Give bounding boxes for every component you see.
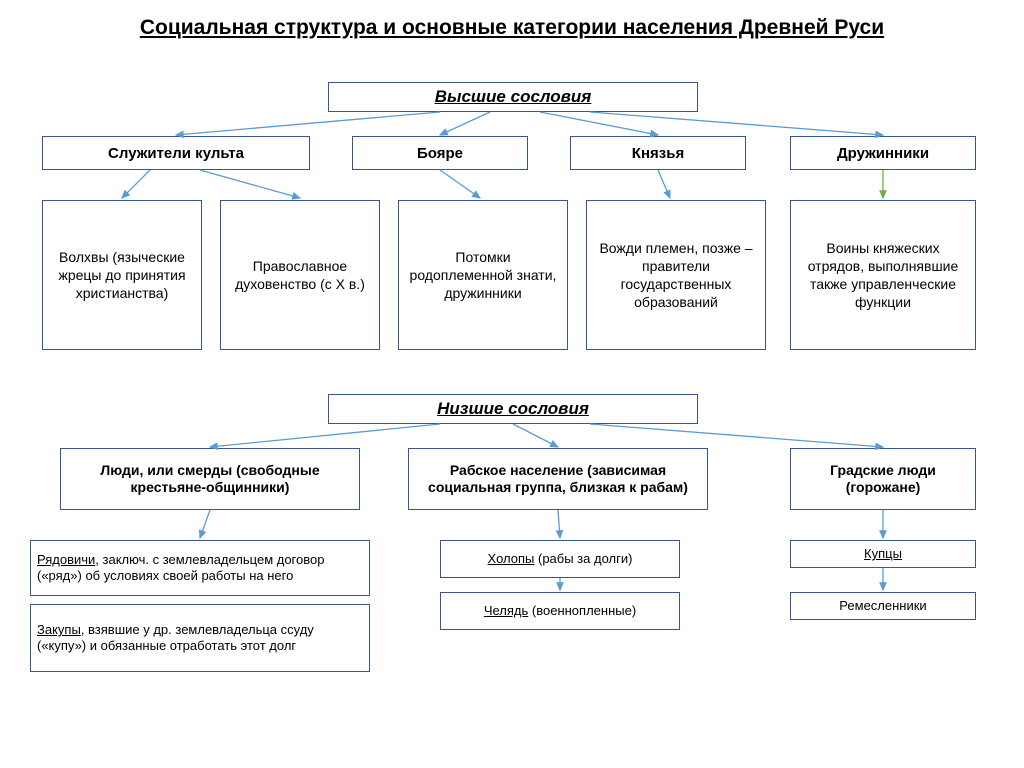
cat-rabskoe-text: Рабское население (зависимая социальная …: [415, 462, 701, 497]
item-kuptsy: Купцы: [790, 540, 976, 568]
desc-voiny: Воины княжеских отрядов, выполнявшие так…: [790, 200, 976, 350]
kuptsy-text: Купцы: [864, 546, 902, 562]
lower-header-text: Низшие сословия: [437, 399, 589, 419]
desc-dukhovenstvo: Православное духовенство (с X в.): [220, 200, 380, 350]
desc-vozhdi-text: Вожди племен, позже – правители государс…: [593, 239, 759, 312]
chelyad-lead: Челядь: [484, 603, 528, 618]
item-zakupy: Закупы, взявшие у др. землевладельца ссу…: [30, 604, 370, 672]
item-kholopy: Холопы (рабы за долги): [440, 540, 680, 578]
lower-header-box: Низшие сословия: [328, 394, 698, 424]
desc-potomki-text: Потомки родоплеменной знати, дружинники: [405, 248, 561, 303]
cat-sluzhiteli: Служители культа: [42, 136, 310, 170]
item-zakupy-text: Закупы, взявшие у др. землевладельца ссу…: [37, 622, 363, 653]
cat-boyare: Бояре: [352, 136, 528, 170]
cat-ludi-text: Люди, или смерды (свободные крестьяне-об…: [67, 462, 353, 497]
item-ryadovichi-text: Рядовичи, заключ. с землевладельцем дого…: [37, 552, 363, 583]
desc-potomki: Потомки родоплеменной знати, дружинники: [398, 200, 568, 350]
upper-header-box: Высшие сословия: [328, 82, 698, 112]
item-chelyad: Челядь (военнопленные): [440, 592, 680, 630]
cat-boyare-text: Бояре: [417, 145, 463, 162]
desc-voiny-text: Воины княжеских отрядов, выполнявшие так…: [797, 239, 969, 312]
desc-volkhvy: Волхвы (языческие жрецы до принятия хрис…: [42, 200, 202, 350]
cat-gradskie: Градские люди (горожане): [790, 448, 976, 510]
cat-rabskoe: Рабское население (зависимая социальная …: [408, 448, 708, 510]
cat-sluzhiteli-text: Служители культа: [108, 145, 244, 162]
desc-volkhvy-text: Волхвы (языческие жрецы до принятия хрис…: [49, 248, 195, 303]
chelyad-rest: (военнопленные): [528, 603, 636, 618]
item-remeslenniki: Ремесленники: [790, 592, 976, 620]
kholopy-lead: Холопы: [488, 551, 535, 566]
cat-gradskie-text: Градские люди (горожане): [797, 462, 969, 497]
zakupy-lead: Закупы: [37, 622, 81, 637]
diagram-title: Социальная структура и основные категори…: [0, 0, 1024, 49]
desc-dukhovenstvo-text: Православное духовенство (с X в.): [227, 257, 373, 293]
remeslenniki-text: Ремесленники: [839, 598, 926, 614]
upper-header-text: Высшие сословия: [435, 87, 592, 107]
cat-knyazya: Князья: [570, 136, 746, 170]
item-ryadovichi: Рядовичи, заключ. с землевладельцем дого…: [30, 540, 370, 596]
item-kholopy-text: Холопы (рабы за долги): [488, 551, 633, 567]
cat-druzhinniki: Дружинники: [790, 136, 976, 170]
item-chelyad-text: Челядь (военнопленные): [484, 603, 636, 619]
ryadovichi-lead: Рядовичи: [37, 552, 95, 567]
kholopy-rest: (рабы за долги): [534, 551, 632, 566]
desc-vozhdi: Вожди племен, позже – правители государс…: [586, 200, 766, 350]
cat-druzhinniki-text: Дружинники: [837, 145, 929, 162]
cat-ludi: Люди, или смерды (свободные крестьяне-об…: [60, 448, 360, 510]
cat-knyazya-text: Князья: [632, 145, 684, 162]
